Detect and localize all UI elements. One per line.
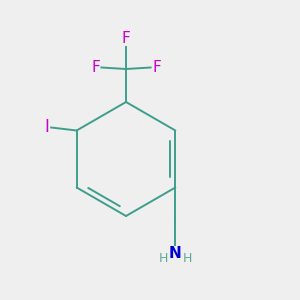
Text: N: N — [169, 246, 182, 261]
Text: H: H — [159, 252, 168, 266]
Text: H: H — [183, 252, 192, 266]
Text: I: I — [45, 118, 50, 136]
Text: F: F — [91, 60, 100, 75]
Text: F: F — [152, 60, 161, 75]
Text: F: F — [122, 31, 130, 46]
